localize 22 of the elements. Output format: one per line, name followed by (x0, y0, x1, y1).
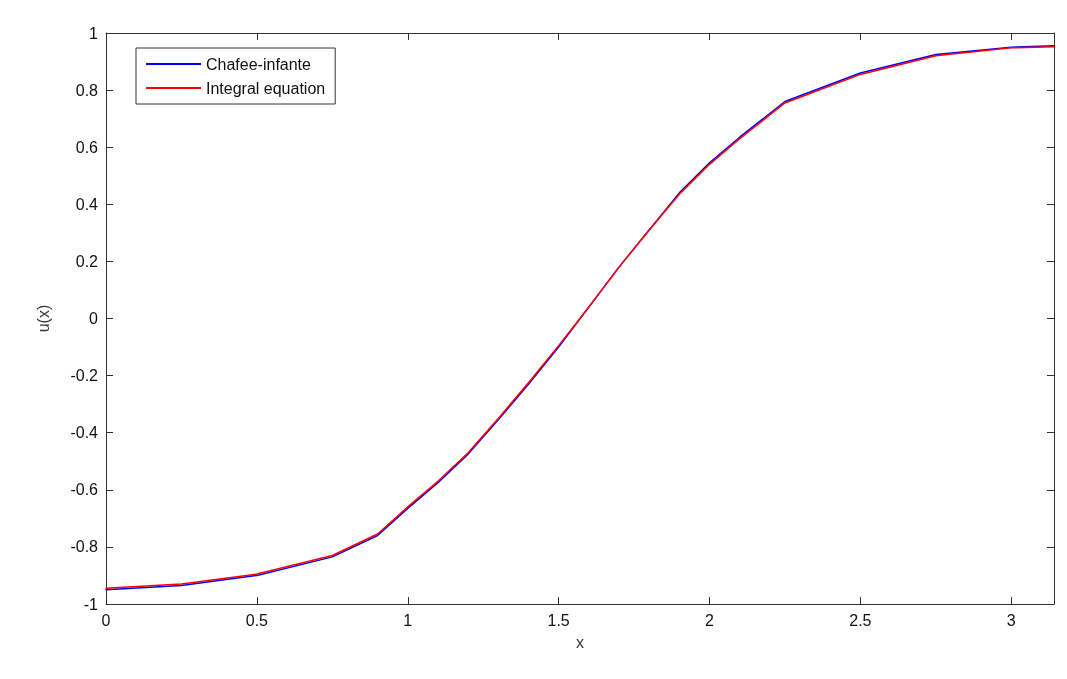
y-tick-label: 0.4 (75, 195, 99, 213)
y-tick-label: 0.2 (75, 252, 99, 270)
x-tick-label: 3 (1006, 611, 1016, 629)
x-axis-title: x (576, 633, 584, 651)
x-tick-label: 0 (101, 611, 111, 629)
y-tick-label: -0.8 (70, 538, 99, 556)
x-tick-label: 1 (403, 611, 413, 629)
x-tick-label: 0.5 (245, 611, 269, 629)
y-tick-label: 0.6 (75, 138, 99, 156)
legend-label: Chafee-infante (206, 55, 312, 73)
x-tick-label: 1.5 (547, 611, 570, 629)
legend-label: Integral equation (206, 79, 326, 97)
y-tick-label: -0.6 (70, 481, 99, 499)
y-tick-label: 1 (89, 24, 99, 42)
y-tick-label: -1 (83, 595, 99, 613)
x-tick-label: 2 (705, 611, 715, 629)
y-tick-label: 0.8 (75, 81, 99, 99)
x-tick-label: 2.5 (849, 611, 872, 629)
y-tick-label: -0.4 (70, 424, 99, 442)
y-tick-label: -0.2 (70, 367, 99, 385)
y-axis-title: u(x) (34, 304, 52, 333)
y-tick-label: 0 (89, 310, 99, 327)
